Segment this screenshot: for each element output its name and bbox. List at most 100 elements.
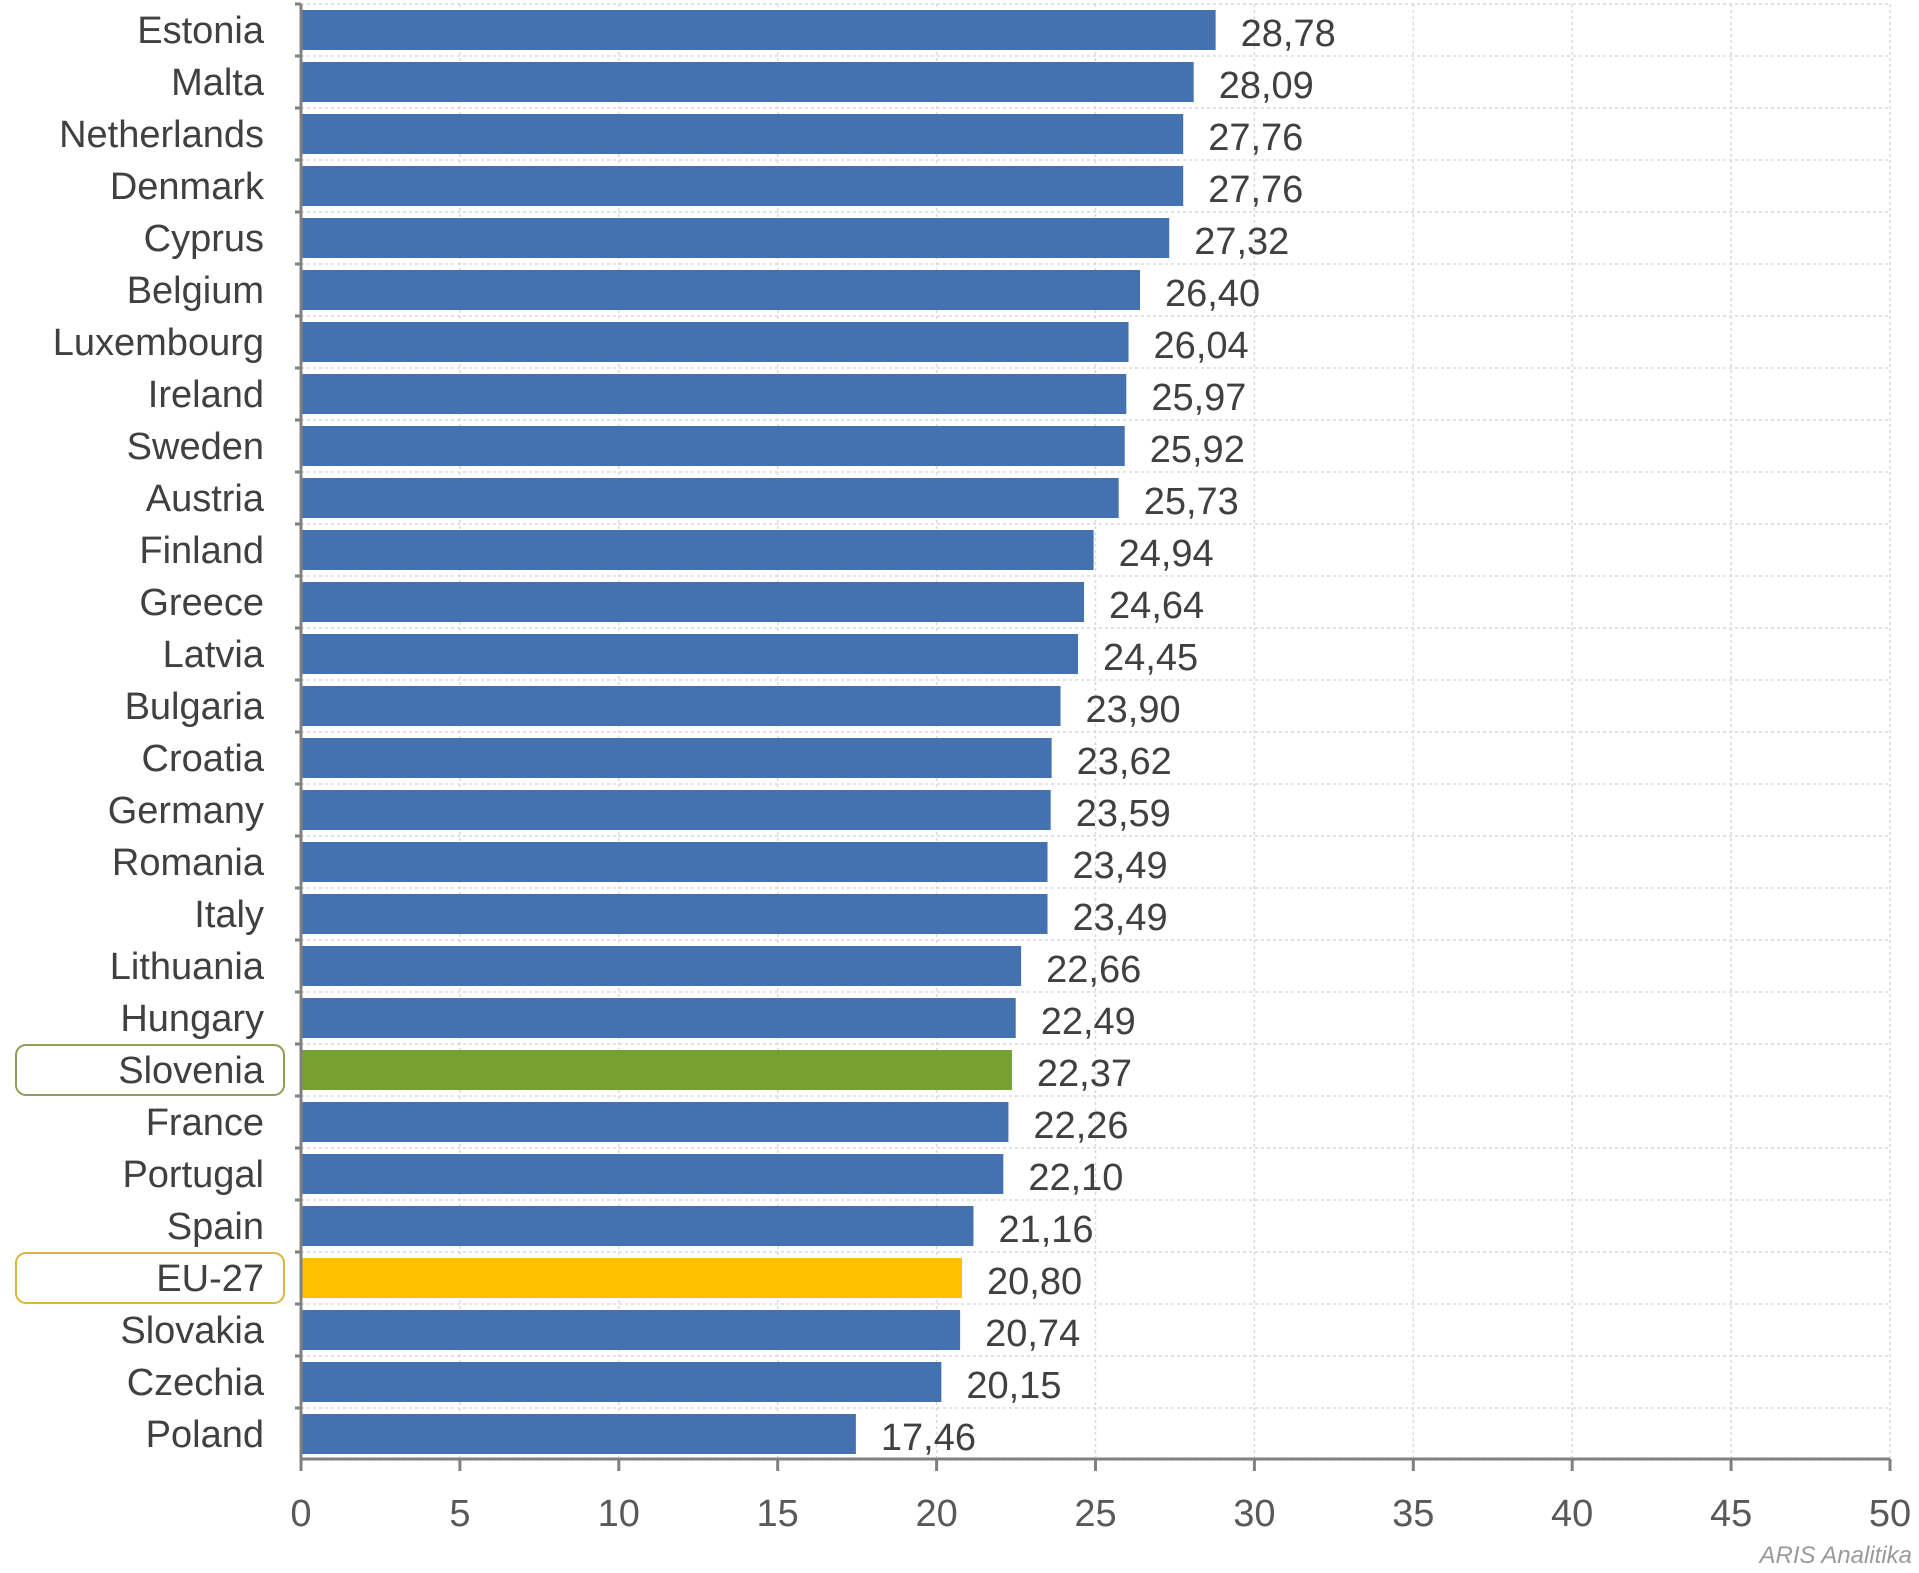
category-label: Ireland bbox=[148, 374, 264, 416]
value-label: 25,92 bbox=[1150, 429, 1245, 471]
category-label: Malta bbox=[171, 62, 265, 104]
x-tick-label: 5 bbox=[449, 1493, 470, 1535]
value-label: 22,37 bbox=[1037, 1053, 1132, 1095]
category-label: Czechia bbox=[127, 1362, 265, 1404]
bar bbox=[301, 322, 1129, 362]
x-tick-label: 0 bbox=[290, 1493, 311, 1535]
value-label: 23,49 bbox=[1073, 897, 1168, 939]
category-label: Finland bbox=[139, 530, 264, 572]
source-credit: ARIS Analitika bbox=[1757, 1542, 1912, 1569]
value-label: 23,90 bbox=[1086, 689, 1181, 731]
category-label: Austria bbox=[146, 478, 265, 520]
bar bbox=[301, 946, 1022, 986]
bar bbox=[301, 114, 1184, 154]
category-label: Estonia bbox=[137, 10, 265, 52]
category-label: Greece bbox=[139, 582, 264, 624]
bar bbox=[301, 166, 1184, 206]
value-label: 23,62 bbox=[1077, 741, 1172, 783]
category-label: Bulgaria bbox=[125, 686, 265, 728]
category-label: Romania bbox=[112, 842, 265, 884]
x-tick-label: 35 bbox=[1392, 1493, 1434, 1535]
category-label: Belgium bbox=[127, 270, 264, 312]
highlight-label-box bbox=[15, 1252, 285, 1304]
bar bbox=[301, 1102, 1009, 1142]
value-label: 28,09 bbox=[1219, 65, 1314, 107]
bar bbox=[301, 530, 1094, 570]
value-label: 25,73 bbox=[1144, 481, 1239, 523]
category-label: Germany bbox=[108, 790, 264, 832]
category-label: Slovakia bbox=[120, 1310, 264, 1352]
category-label: Croatia bbox=[142, 738, 265, 780]
bar bbox=[301, 1154, 1004, 1194]
category-label: France bbox=[146, 1102, 264, 1144]
axes: 0 5 10 15 20 25 30 35 40 45 50 bbox=[290, 2, 1911, 1535]
category-label: Hungary bbox=[120, 998, 264, 1040]
category-label: Spain bbox=[167, 1206, 264, 1248]
category-labels: Estonia Malta Netherlands Denmark Cyprus Belg… bbox=[53, 10, 265, 1456]
bar bbox=[301, 374, 1127, 414]
bar bbox=[301, 218, 1170, 258]
bar bbox=[301, 478, 1119, 518]
category-label: Cyprus bbox=[144, 218, 264, 260]
value-label: 27,76 bbox=[1208, 117, 1303, 159]
category-label: Lithuania bbox=[110, 946, 265, 988]
bar bbox=[301, 1414, 856, 1454]
category-label: Portugal bbox=[122, 1154, 264, 1196]
bar bbox=[301, 270, 1140, 310]
bar bbox=[301, 1206, 974, 1246]
x-tick-label: 15 bbox=[757, 1493, 799, 1535]
value-label: 23,59 bbox=[1076, 793, 1171, 835]
bar bbox=[301, 1050, 1012, 1090]
value-label: 23,49 bbox=[1073, 845, 1168, 887]
category-label: Luxembourg bbox=[53, 322, 264, 364]
x-tick-label: 40 bbox=[1551, 1493, 1593, 1535]
category-label: Sweden bbox=[127, 426, 264, 468]
bar bbox=[301, 62, 1194, 102]
value-label: 24,94 bbox=[1119, 533, 1214, 575]
value-label: 24,45 bbox=[1103, 637, 1198, 679]
category-label: Slovenia bbox=[118, 1050, 265, 1092]
bar bbox=[301, 1310, 961, 1350]
value-label: 24,64 bbox=[1109, 585, 1204, 627]
value-label: 28,78 bbox=[1241, 13, 1336, 55]
x-tick-label: 20 bbox=[915, 1493, 957, 1535]
category-label: Italy bbox=[194, 894, 264, 936]
bar bbox=[301, 582, 1085, 622]
value-label: 22,10 bbox=[1028, 1157, 1123, 1199]
bar bbox=[301, 790, 1051, 830]
bar bbox=[301, 10, 1216, 50]
value-label: 26,04 bbox=[1154, 325, 1249, 367]
category-label: Poland bbox=[146, 1414, 264, 1456]
highlight-boxes bbox=[15, 1044, 285, 1304]
bar bbox=[301, 686, 1061, 726]
category-label: Denmark bbox=[110, 166, 265, 208]
x-tick-label: 30 bbox=[1233, 1493, 1275, 1535]
x-tick-label: 10 bbox=[598, 1493, 640, 1535]
bar bbox=[301, 1258, 963, 1298]
x-tick-label: 25 bbox=[1074, 1493, 1116, 1535]
value-label: 22,49 bbox=[1041, 1001, 1136, 1043]
value-labels: 28,78 28,09 27,76 27,76 27,32 26,40 26,04 25,97… bbox=[881, 13, 1336, 1459]
bar bbox=[301, 998, 1016, 1038]
bar bbox=[301, 894, 1048, 934]
value-label: 26,40 bbox=[1165, 273, 1260, 315]
value-label: 27,76 bbox=[1208, 169, 1303, 211]
value-label: 20,74 bbox=[985, 1313, 1080, 1355]
bar bbox=[301, 738, 1052, 778]
value-label: 20,15 bbox=[966, 1365, 1061, 1407]
bars bbox=[301, 10, 1216, 1454]
category-label: EU-27 bbox=[156, 1258, 264, 1300]
highlight-label-box bbox=[15, 1044, 285, 1096]
value-label: 22,26 bbox=[1033, 1105, 1128, 1147]
bar bbox=[301, 634, 1079, 674]
x-tick-label: 45 bbox=[1710, 1493, 1752, 1535]
value-label: 25,97 bbox=[1151, 377, 1246, 419]
category-label: Latvia bbox=[163, 634, 265, 676]
value-label: 17,46 bbox=[881, 1417, 976, 1459]
value-label: 21,16 bbox=[998, 1209, 1093, 1251]
x-tick-label: 50 bbox=[1869, 1493, 1911, 1535]
value-label: 20,80 bbox=[987, 1261, 1082, 1303]
bar bbox=[301, 426, 1125, 466]
value-label: 22,66 bbox=[1046, 949, 1141, 991]
